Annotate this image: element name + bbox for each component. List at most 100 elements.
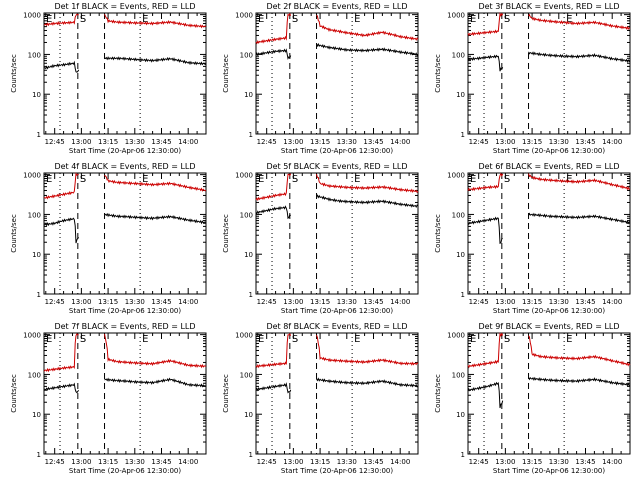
x-tick-label: 13:00	[495, 138, 515, 146]
x-tick-label: 13:45	[363, 458, 383, 466]
marker-e: E	[46, 174, 52, 185]
marker-e: E	[142, 174, 148, 185]
y-tick-label: 100	[452, 371, 465, 379]
x-axis-label: Start Time (20-Apr-06 12:30:00)	[281, 307, 393, 315]
x-tick-label: 14:00	[602, 298, 622, 306]
x-axis-label: Start Time (20-Apr-06 12:30:00)	[69, 467, 181, 475]
marker-e: E	[354, 334, 360, 345]
panel-title: Det 1f BLACK = Events, RED = LLD	[54, 2, 195, 11]
x-axis-label: Start Time (20-Apr-06 12:30:00)	[69, 147, 181, 155]
x-tick-label: 13:30	[337, 298, 357, 306]
x-tick-label: 12:45	[45, 138, 65, 146]
y-tick-label: 10	[244, 91, 253, 99]
detector-panel-2: Det 2f BLACK = Events, RED = LLD 1 10 100 10…	[222, 2, 419, 155]
marker-e: E	[46, 14, 52, 25]
x-tick-label: 14:00	[178, 298, 198, 306]
x-tick-label: 13:30	[337, 458, 357, 466]
events-series-line	[43, 217, 80, 244]
detector-panel-4: Det 4f BLACK = Events, RED = LLD 1 10 100 10…	[10, 162, 207, 315]
y-tick-label: 10	[32, 251, 41, 259]
panel-title: Det 4f BLACK = Events, RED = LLD	[54, 162, 195, 171]
events-series-line	[528, 212, 631, 225]
y-tick-label: 1000	[23, 12, 41, 20]
x-tick-label: 13:45	[575, 458, 595, 466]
plot-frame	[467, 12, 631, 135]
y-tick-label: 100	[28, 371, 41, 379]
lld-series-line	[104, 13, 207, 29]
x-tick-label: 13:45	[151, 298, 171, 306]
y-tick-label: 1	[249, 291, 253, 299]
y-tick-label: 1	[461, 291, 465, 299]
x-tick-label: 14:00	[390, 138, 410, 146]
marker-e: E	[258, 334, 264, 345]
lld-series-line	[104, 333, 207, 369]
y-tick-label: 10	[244, 251, 253, 259]
x-tick-label: 13:45	[363, 138, 383, 146]
x-tick-label: 14:00	[602, 458, 622, 466]
lld-series-line	[43, 13, 79, 27]
y-tick-label: 1	[37, 451, 41, 459]
marker-s: S	[292, 174, 298, 185]
x-tick-label: 13:45	[363, 298, 383, 306]
lld-series-line	[255, 173, 292, 202]
lld-series-line	[316, 14, 419, 41]
events-series-line	[43, 382, 80, 394]
y-tick-label: 1	[37, 131, 41, 139]
detector-panel-6: Det 6f BLACK = Events, RED = LLD 1 10 100 10…	[434, 162, 631, 315]
events-series-line	[104, 377, 207, 388]
x-tick-label: 13:30	[125, 138, 145, 146]
x-tick-label: 14:00	[178, 138, 198, 146]
marker-s: S	[292, 14, 298, 25]
y-tick-label: 1000	[447, 12, 465, 20]
y-axis-label: Counts/sec	[10, 374, 18, 413]
x-tick-label: 13:00	[283, 138, 303, 146]
marker-s: S	[80, 334, 86, 345]
lld-series-line	[255, 12, 292, 45]
x-tick-label: 13:15	[522, 298, 542, 306]
x-tick-label: 14:00	[390, 458, 410, 466]
y-tick-label: 10	[456, 251, 465, 259]
events-series-line	[104, 56, 207, 66]
events-series-line	[316, 194, 419, 209]
y-tick-label: 100	[28, 51, 41, 59]
marker-s: S	[504, 334, 510, 345]
x-tick-label: 13:45	[575, 298, 595, 306]
marker-s: S	[504, 174, 510, 185]
x-tick-label: 13:00	[283, 458, 303, 466]
panel-title: Det 9f BLACK = Events, RED = LLD	[478, 322, 619, 331]
lld-series-line	[528, 335, 631, 367]
detector-panel-7: Det 7f BLACK = Events, RED = LLD 1 10 100 10…	[10, 322, 207, 475]
lld-series-line	[316, 174, 419, 194]
events-series-line	[467, 381, 504, 409]
y-tick-label: 1000	[447, 172, 465, 180]
panel-title: Det 7f BLACK = Events, RED = LLD	[54, 322, 195, 331]
x-tick-label: 14:00	[390, 298, 410, 306]
plot-frame	[467, 172, 631, 295]
x-tick-label: 13:15	[310, 138, 330, 146]
marker-e: E	[142, 14, 148, 25]
marker-e: E	[258, 174, 264, 185]
y-tick-label: 100	[452, 211, 465, 219]
x-axis-label: Start Time (20-Apr-06 12:30:00)	[281, 467, 393, 475]
marker-e: E	[566, 14, 572, 25]
x-tick-label: 13:00	[71, 138, 91, 146]
plot-frame	[255, 332, 419, 455]
y-tick-label: 100	[240, 211, 253, 219]
marker-s: S	[80, 174, 86, 185]
events-series-line	[528, 51, 631, 63]
y-axis-label: Counts/sec	[434, 214, 442, 253]
plot-frame	[255, 172, 419, 295]
x-tick-label: 12:45	[45, 298, 65, 306]
lld-series-line	[43, 172, 79, 200]
x-tick-label: 12:45	[469, 458, 489, 466]
plot-frame	[467, 332, 631, 455]
marker-s: S	[292, 334, 298, 345]
lld-series-line	[467, 332, 504, 369]
x-tick-label: 14:00	[178, 458, 198, 466]
lld-series-line	[528, 13, 631, 31]
marker-e: E	[470, 14, 476, 25]
y-tick-label: 100	[28, 211, 41, 219]
y-tick-label: 1	[249, 451, 253, 459]
x-tick-label: 13:00	[71, 298, 91, 306]
